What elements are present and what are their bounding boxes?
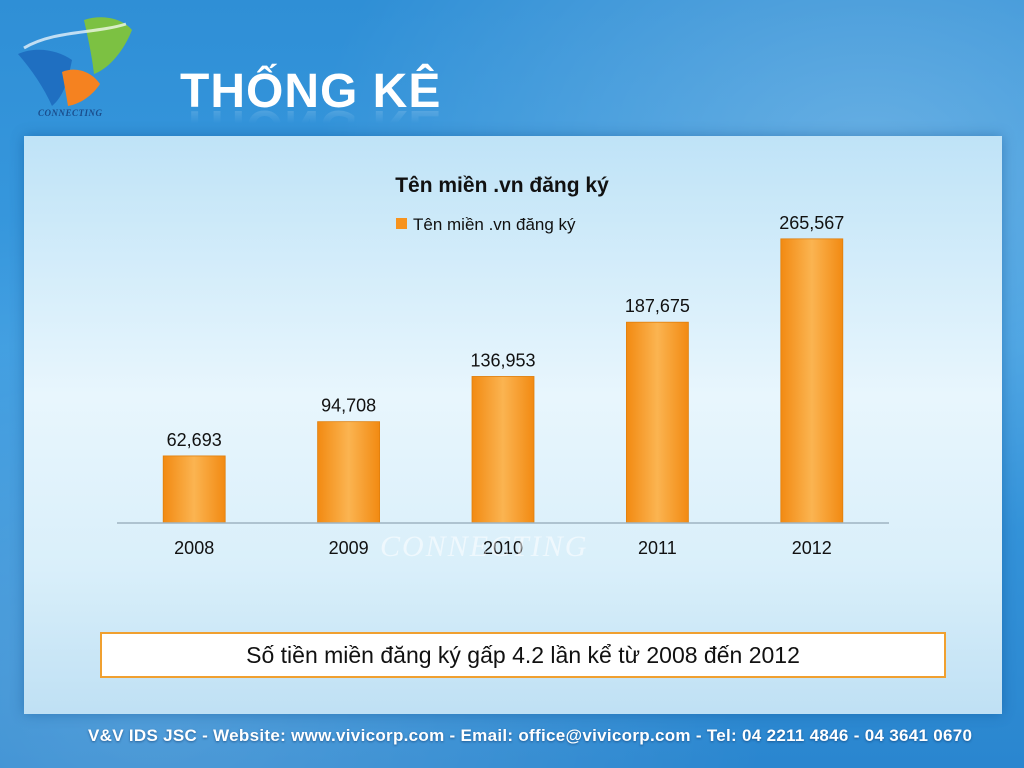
logo-swoosh bbox=[23, 22, 127, 50]
x-tick-labels: 2008 2009 2010 2011 2012 bbox=[174, 538, 832, 558]
footer-contact: V&V IDS JSC - Website: www.vivicorp.com … bbox=[88, 726, 973, 745]
bars-group: 62,693 94,708 136,953 187,675 265,567 bbox=[162, 213, 844, 524]
legend-swatch bbox=[396, 218, 407, 229]
data-label-2008: 62,693 bbox=[167, 430, 222, 450]
x-tick-label-2012: 2012 bbox=[792, 538, 832, 558]
bar-2011 bbox=[626, 321, 689, 524]
bar-2008 bbox=[162, 455, 226, 524]
logo-orange-shape bbox=[62, 69, 100, 106]
watermark-text: CONNECTING bbox=[380, 530, 589, 563]
x-tick-label-2009: 2009 bbox=[329, 538, 369, 558]
data-label-2012: 265,567 bbox=[779, 213, 844, 233]
bar-chart: Tên miền .vn đăng ký Tên miền .vn đăng k… bbox=[117, 174, 889, 558]
bar-2009 bbox=[317, 421, 381, 524]
company-logo bbox=[18, 17, 132, 106]
chart-panel: Tên miền .vn đăng ký Tên miền .vn đăng k… bbox=[24, 136, 1002, 714]
bar-2010 bbox=[471, 376, 535, 524]
x-tick-label-2008: 2008 bbox=[174, 538, 214, 558]
logo-blue-shape bbox=[18, 49, 72, 106]
data-label-2010: 136,953 bbox=[470, 350, 535, 370]
chart-title: Tên miền .vn đăng ký bbox=[395, 174, 609, 197]
data-label-2009: 94,708 bbox=[321, 396, 376, 416]
slide-title: THỐNG KÊ bbox=[180, 65, 442, 118]
x-tick-label-2010: 2010 bbox=[483, 538, 523, 558]
legend-label: Tên miền .vn đăng ký bbox=[413, 215, 576, 234]
data-label-2011: 187,675 bbox=[625, 296, 690, 316]
logo-text: CONNECTING bbox=[38, 108, 103, 118]
x-tick-label-2011: 2011 bbox=[638, 538, 677, 558]
bar-2012 bbox=[780, 238, 844, 524]
summary-callout: Số tiền miền đăng ký gấp 4.2 lần kể từ 2… bbox=[100, 632, 946, 678]
